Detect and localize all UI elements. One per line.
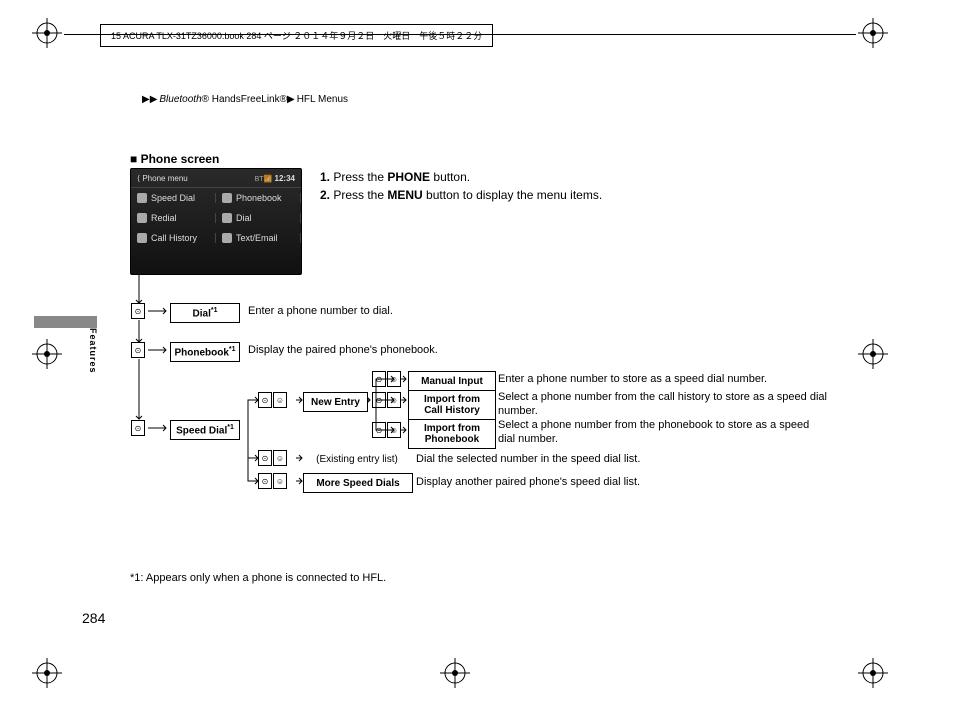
crop-mark-mr <box>858 339 888 369</box>
icons-imppb: ⊙☺ <box>372 422 401 438</box>
menu-more: More Speed Dials <box>303 473 413 493</box>
crop-mark-tl <box>32 18 62 48</box>
tab-block <box>34 316 97 328</box>
s2-b: MENU <box>387 188 422 202</box>
icons-speeddial: ⊙ <box>131 420 145 436</box>
ps-r1c2: Phonebook <box>236 193 282 203</box>
desc-imphist: Select a phone number from the call hist… <box>498 390 828 419</box>
phone-screen-mock: ⟨ Phone menu BT📶 12:34 Speed DialPhonebo… <box>130 168 302 275</box>
ps-r1c1: Speed Dial <box>151 193 195 203</box>
crop-mark-bc <box>440 658 470 688</box>
icons-existing: ⊙☺ <box>258 450 287 466</box>
crop-mark-tr <box>858 18 888 48</box>
menu-newentry: New Entry <box>303 392 368 412</box>
steps-list: 1. Press the PHONE button. 2. Press the … <box>320 168 720 204</box>
page-number: 284 <box>82 610 105 626</box>
icons-manual: ⊙☺ <box>372 371 401 387</box>
footnote: *1: Appears only when a phone is connect… <box>130 572 386 584</box>
crop-mark-br <box>858 658 888 688</box>
icons-more: ⊙☺ <box>258 473 287 489</box>
crop-mark-bl <box>32 658 62 688</box>
ps-r2c2: Dial <box>236 213 252 223</box>
section-title: Phone screen <box>130 152 219 166</box>
s2-post: button to display the menu items. <box>423 188 602 202</box>
menu-imphist: Import fromCall History <box>408 390 496 420</box>
phone-time: 12:34 <box>275 174 295 183</box>
menu-phonebook: Phonebook*1 <box>170 342 240 362</box>
icons-imphist: ⊙☺ <box>372 392 401 408</box>
s1-pre: Press the <box>333 170 387 184</box>
desc-phonebook: Display the paired phone's phonebook. <box>248 343 438 357</box>
icons-newentry: ⊙☺ <box>258 392 287 408</box>
desc-manual: Enter a phone number to store as a speed… <box>498 372 828 386</box>
phone-title: Phone menu <box>142 174 187 183</box>
ps-r3c1: Call History <box>151 233 197 243</box>
crop-mark-ml <box>32 339 62 369</box>
icons-dial: ⊙ <box>131 303 145 319</box>
menu-manual: Manual Input <box>408 371 496 391</box>
icons-phonebook: ⊙ <box>131 342 145 358</box>
ps-r3c2: Text/Email <box>236 233 278 243</box>
desc-imppb: Select a phone number from the phonebook… <box>498 418 828 447</box>
menu-speeddial: Speed Dial*1 <box>170 420 240 440</box>
breadcrumb: ▶▶Bluetooth® HandsFreeLink®▶HFL Menus <box>142 94 348 105</box>
flow-connectors <box>0 0 954 718</box>
desc-dial: Enter a phone number to dial. <box>248 304 393 318</box>
breadcrumb-suffix: ® HandsFreeLink® <box>202 94 287 105</box>
desc-more: Display another paired phone's speed dia… <box>416 475 640 489</box>
s1-post: button. <box>430 170 470 184</box>
s2-pre: Press the <box>333 188 387 202</box>
desc-existing: Dial the selected number in the speed di… <box>416 452 640 466</box>
breadcrumb-italic: Bluetooth <box>159 94 201 105</box>
s1-b: PHONE <box>387 170 430 184</box>
file-info: 15 ACURA TLX-31TZ36000.book 284 ページ ２０１４… <box>100 24 493 47</box>
ps-r2c1: Redial <box>151 213 177 223</box>
breadcrumb-item2: HFL Menus <box>297 94 348 105</box>
menu-existing: (Existing entry list) <box>303 450 411 468</box>
menu-imppb: Import fromPhonebook <box>408 419 496 449</box>
menu-dial: Dial*1 <box>170 303 240 323</box>
features-tab: Features <box>88 328 98 374</box>
